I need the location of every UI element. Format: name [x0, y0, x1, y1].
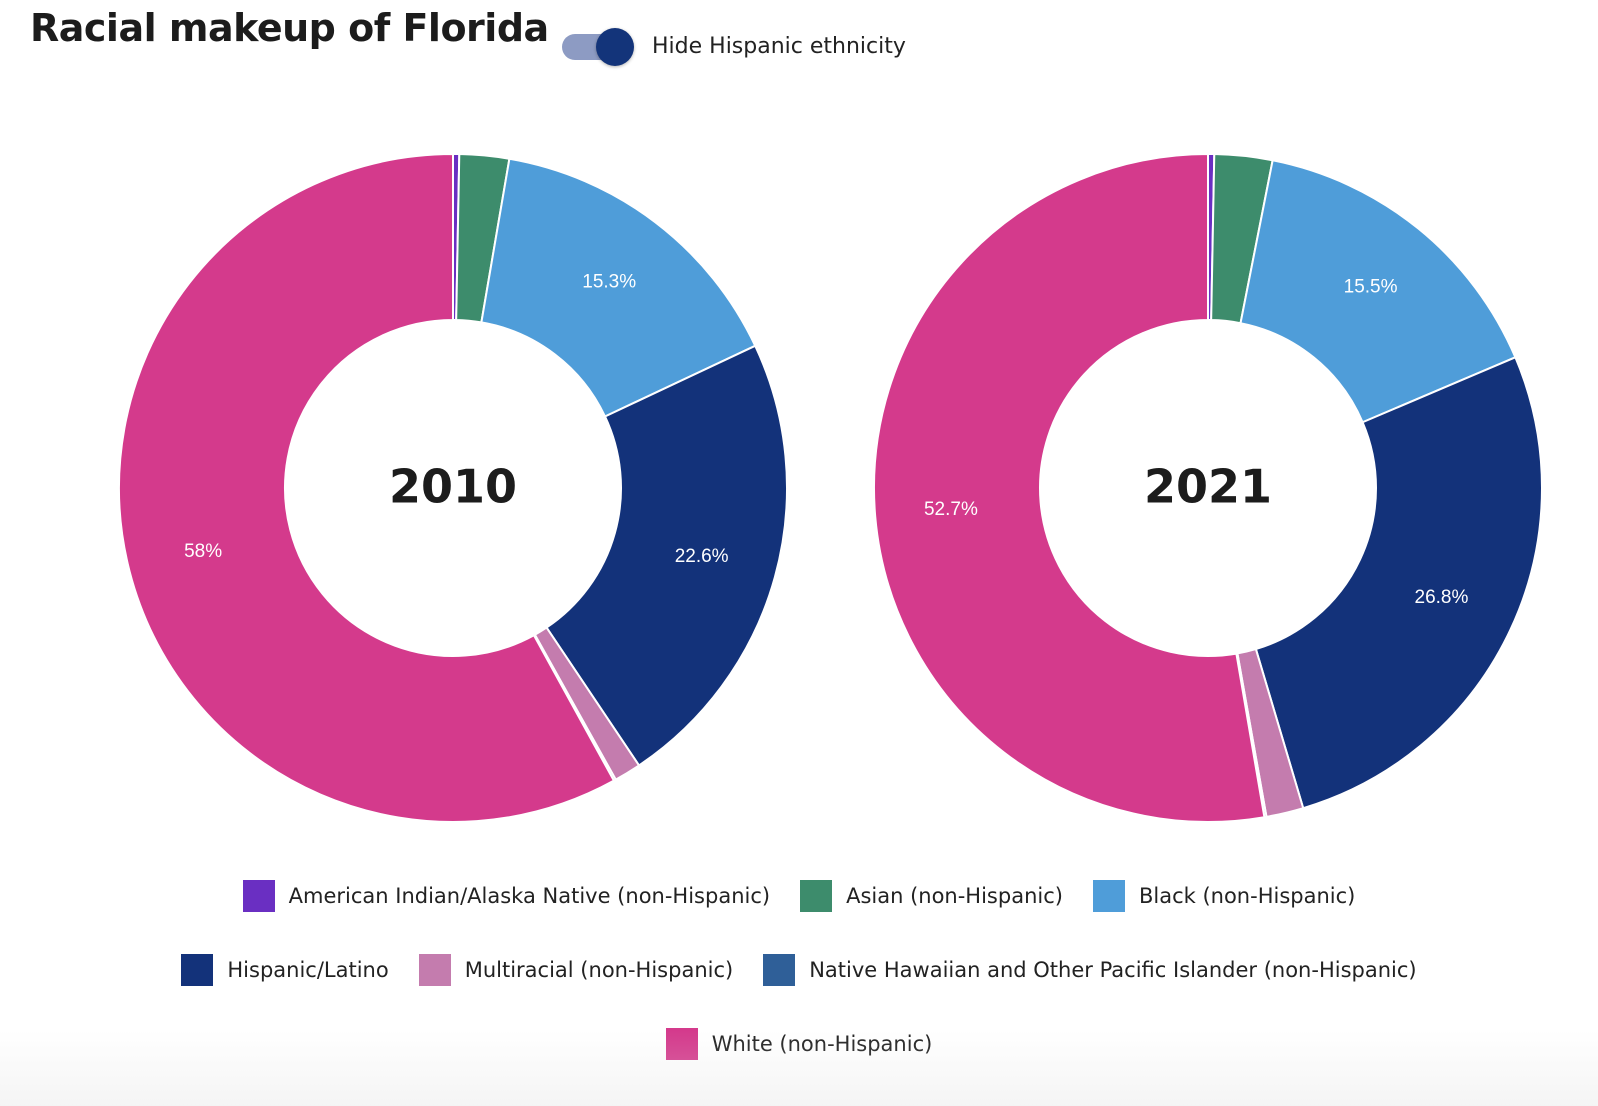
slice-2021-white[interactable]: [873, 153, 1266, 823]
legend-label: American Indian/Alaska Native (non-Hispa…: [288, 884, 771, 908]
center-year-label: 2010: [389, 460, 517, 514]
legend-label: Hispanic/Latino: [227, 958, 389, 982]
donut-chart-2010: 15.3% 22.6% 58% 2010: [118, 152, 788, 823]
legend-row-2: Hispanic/Latino Multiracial (non-Hispani…: [0, 954, 1598, 986]
data-label-2010-white: 58%: [184, 541, 222, 562]
slice-2021-hispanic[interactable]: [1254, 356, 1543, 810]
legend-swatch: [418, 954, 451, 986]
data-label-2010-hispanic: 22.6%: [675, 546, 729, 567]
legend-label: White (non-Hispanic): [711, 1032, 933, 1056]
hide-hispanic-toggle[interactable]: [562, 28, 636, 68]
center-year-label: 2021: [1144, 460, 1272, 514]
legend-label: Native Hawaiian and Other Pacific Island…: [809, 958, 1417, 982]
donut-chart-2021: 15.5% 26.8% 52.7% 2021: [873, 152, 1543, 823]
legend-swatch: [1092, 880, 1125, 912]
slice-2010-white[interactable]: [118, 153, 615, 823]
data-label-2021-white: 52.7%: [924, 499, 978, 520]
data-label-2021-hispanic: 26.8%: [1415, 587, 1469, 608]
legend-item-american-indian[interactable]: American Indian/Alaska Native (non-Hispa…: [242, 880, 771, 912]
legend-swatch: [763, 954, 796, 986]
slice-2021-black[interactable]: [1239, 159, 1517, 424]
data-label-2010-black: 15.3%: [582, 272, 636, 293]
legend-swatch: [242, 880, 275, 912]
legend-label: Black (non-Hispanic): [1138, 884, 1356, 908]
legend-label: Asian (non-Hispanic): [846, 884, 1063, 908]
legend-item-multiracial[interactable]: Multiracial (non-Hispanic): [418, 954, 734, 986]
legend-item-hispanic[interactable]: Hispanic/Latino: [181, 954, 389, 986]
toggle-knob: [596, 28, 634, 66]
legend-swatch: [181, 954, 214, 986]
legend-row-3: White (non-Hispanic): [0, 1028, 1598, 1060]
legend-swatch: [800, 880, 833, 912]
slice-2010-hispanic[interactable]: [545, 344, 788, 767]
legend-item-black[interactable]: Black (non-Hispanic): [1092, 880, 1356, 912]
slice-2010-black[interactable]: [480, 157, 757, 418]
toggle-label: Hide Hispanic ethnicity: [652, 34, 906, 59]
legend-row-1: American Indian/Alaska Native (non-Hispa…: [0, 880, 1598, 912]
legend-swatch: [665, 1028, 698, 1060]
data-label-2021-black: 15.5%: [1344, 277, 1398, 298]
page-title: Racial makeup of Florida: [30, 6, 549, 50]
donut-charts: 15.3% 22.6% 58% 2010 15.5% 26.8% 52.7% 2021: [118, 152, 1543, 823]
legend-item-native-hawaiian[interactable]: Native Hawaiian and Other Pacific Island…: [763, 954, 1417, 986]
legend-label: Multiracial (non-Hispanic): [464, 958, 734, 982]
legend-item-white[interactable]: White (non-Hispanic): [665, 1028, 933, 1060]
legend-item-asian[interactable]: Asian (non-Hispanic): [800, 880, 1063, 912]
